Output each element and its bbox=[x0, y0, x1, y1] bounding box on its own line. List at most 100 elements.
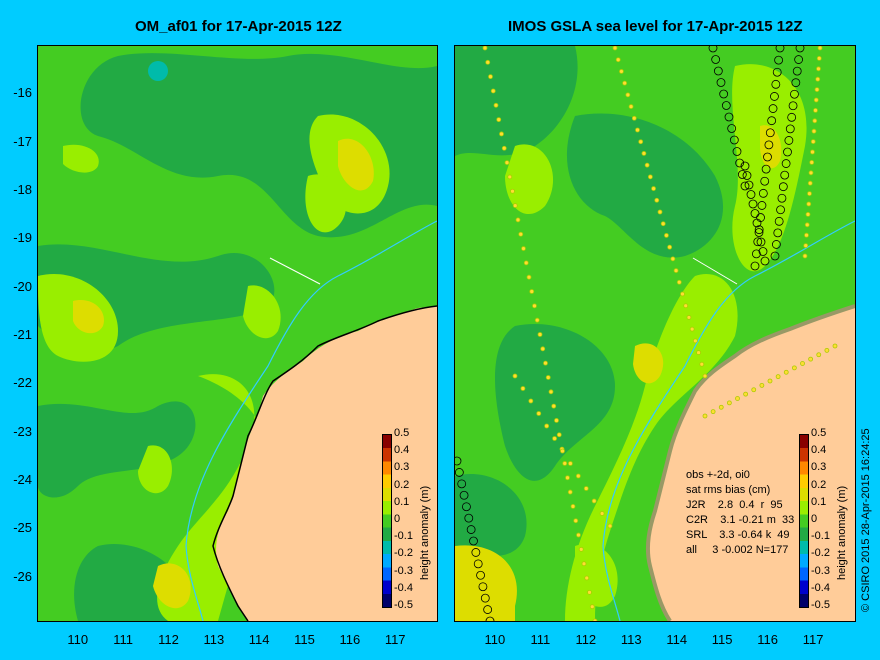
observation-point bbox=[471, 548, 481, 557]
observation-point bbox=[832, 343, 838, 349]
observation-point bbox=[802, 253, 808, 259]
observation-point bbox=[510, 188, 515, 194]
observation-markers bbox=[455, 46, 838, 621]
observation-point bbox=[763, 152, 772, 162]
colorbar-tick-label: 0.1 bbox=[394, 495, 410, 508]
observation-point bbox=[548, 389, 554, 395]
observation-point bbox=[770, 92, 779, 101]
observation-point bbox=[551, 403, 557, 409]
obs-line2: sat rms bias (cm) bbox=[686, 484, 771, 496]
light-ocean-region bbox=[157, 374, 270, 621]
observation-point bbox=[459, 490, 469, 500]
observation-point bbox=[622, 80, 628, 86]
obs-stat-row: SRL 3.3 -0.64 k 49 bbox=[686, 529, 790, 541]
observation-point bbox=[592, 618, 598, 621]
lat-tick-label: -20 bbox=[13, 278, 32, 294]
obs-rows: J2R 2.8 0.4 r 95 C2R 3.1 -0.21 m 33 SRL 3.… bbox=[686, 498, 794, 558]
observation-point bbox=[565, 475, 570, 481]
observation-point bbox=[737, 170, 747, 179]
observation-point bbox=[760, 176, 770, 186]
observation-point bbox=[641, 151, 647, 156]
observation-point bbox=[482, 46, 488, 51]
observation-point bbox=[607, 523, 613, 529]
observation-point bbox=[583, 486, 589, 491]
observation-point bbox=[781, 159, 791, 168]
colorbar-tick-label: -0.4 bbox=[394, 581, 413, 594]
observation-point bbox=[689, 326, 695, 332]
observation-point bbox=[673, 268, 679, 273]
observation-point bbox=[543, 360, 548, 366]
light-ocean-region bbox=[138, 445, 172, 494]
colorbar-tick-label: -0.4 bbox=[811, 581, 830, 594]
observation-point bbox=[521, 246, 526, 251]
observation-point bbox=[483, 605, 493, 614]
lon-tick-label: 111 bbox=[530, 632, 551, 647]
observation-point bbox=[625, 92, 631, 98]
observation-point bbox=[816, 55, 822, 61]
observation-point bbox=[469, 536, 478, 546]
observation-point bbox=[612, 46, 618, 51]
colorbar-tick-label: 0 bbox=[811, 513, 818, 525]
observation-point bbox=[554, 418, 559, 423]
observation-point bbox=[529, 289, 535, 294]
observation-point bbox=[770, 251, 780, 261]
observation-point bbox=[795, 46, 805, 53]
observation-point bbox=[790, 89, 799, 99]
colorbar-tick-label: -0.1 bbox=[394, 530, 413, 543]
colorbar-tick-label: 0.4 bbox=[811, 444, 827, 457]
observation-point bbox=[552, 436, 557, 441]
observation-point bbox=[804, 232, 809, 238]
dark-ocean-region bbox=[455, 46, 578, 156]
observation-point bbox=[536, 411, 542, 416]
observation-point bbox=[570, 503, 576, 509]
lat-tick-label: -25 bbox=[13, 520, 32, 536]
obs-stat-row: all 3 -0.002 N=177 bbox=[686, 544, 789, 556]
observation-point bbox=[771, 240, 781, 249]
observation-point bbox=[485, 59, 491, 65]
observation-point bbox=[464, 513, 474, 523]
light-ocean-region bbox=[305, 174, 347, 233]
observation-point bbox=[740, 161, 750, 171]
light-ocean-region bbox=[633, 343, 664, 384]
colorbar-title-right: height anomaly (m) bbox=[836, 485, 848, 580]
obs-stat-row: C2R 3.1 -0.21 m 33 bbox=[686, 514, 795, 526]
observation-point bbox=[719, 89, 729, 99]
observation-point bbox=[526, 274, 532, 280]
observation-point bbox=[788, 101, 798, 111]
observation-point bbox=[774, 55, 784, 65]
lon-tick-label: 110 bbox=[67, 632, 89, 647]
colorbar-tick-label: 0.1 bbox=[811, 495, 827, 508]
lon-tick-label: 110 bbox=[484, 632, 506, 647]
observation-point bbox=[816, 66, 821, 72]
observation-point bbox=[806, 201, 812, 207]
observation-point bbox=[584, 575, 590, 581]
light-ocean-region bbox=[243, 285, 281, 339]
observation-point bbox=[660, 221, 666, 227]
lon-tick-label: 115 bbox=[294, 632, 315, 647]
observation-point bbox=[575, 473, 581, 479]
lat-tick-label: -23 bbox=[13, 423, 32, 439]
light-ocean-region bbox=[760, 125, 782, 169]
observation-point bbox=[501, 145, 507, 151]
lon-tick-label: 111 bbox=[113, 632, 134, 647]
observation-point bbox=[813, 108, 818, 113]
left-map-title: OM_af01 for 17-Apr-2015 12Z bbox=[135, 18, 342, 35]
observation-point bbox=[462, 502, 471, 512]
colorbar-tick-label: 0.3 bbox=[811, 461, 827, 474]
light-ocean-region bbox=[455, 545, 517, 621]
land-mass bbox=[216, 306, 437, 621]
observation-point bbox=[758, 247, 768, 256]
copyright-text: © CSIRO 2015 28-Apr-2015 16:24:25 bbox=[860, 428, 872, 612]
observation-point bbox=[756, 237, 766, 247]
lat-tick-label: -19 bbox=[13, 230, 32, 246]
observation-point bbox=[544, 423, 550, 429]
observation-point bbox=[702, 373, 708, 379]
observation-point bbox=[810, 139, 816, 144]
dark-ocean-region bbox=[566, 113, 724, 258]
right-map-panel bbox=[454, 45, 856, 622]
lat-tick-label: -24 bbox=[13, 471, 32, 487]
observation-point bbox=[457, 479, 467, 489]
observation-point bbox=[635, 127, 640, 133]
observation-point bbox=[740, 181, 750, 191]
colorbar-tick-label: -0.5 bbox=[811, 599, 830, 611]
